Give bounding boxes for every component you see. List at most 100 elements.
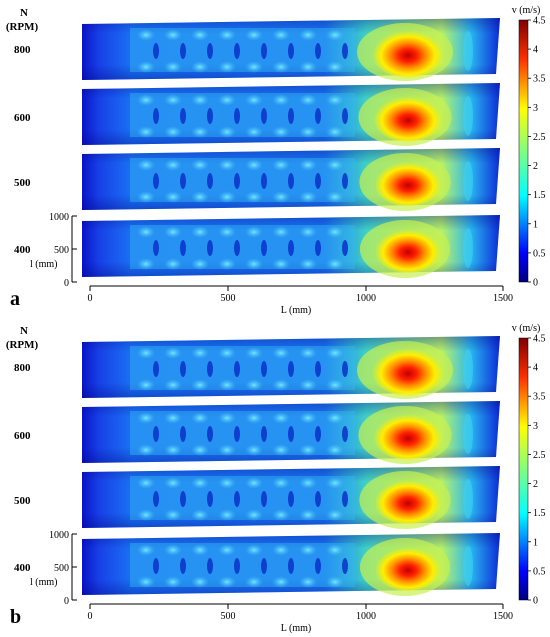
glow-spot xyxy=(218,226,236,238)
glow-spot xyxy=(191,126,209,138)
blade-band xyxy=(130,411,355,455)
glow-spot xyxy=(137,576,155,588)
vortex-core xyxy=(288,426,294,442)
vortex-core xyxy=(153,558,159,574)
y-tick-label: 500 xyxy=(54,563,69,574)
glow-spot xyxy=(326,126,344,138)
rpm-label-500: 500 xyxy=(14,495,31,507)
colorbar-tick-label: 0 xyxy=(533,596,538,607)
glow-spot xyxy=(299,191,317,203)
glow-spot xyxy=(299,444,317,456)
vortex-core xyxy=(261,108,267,124)
x-axis-title: L (mm) xyxy=(281,623,311,634)
glow-spot xyxy=(164,191,182,203)
glow-spot xyxy=(272,544,290,556)
glow-spot xyxy=(164,258,182,270)
colorbar-tick-label: 1 xyxy=(533,537,538,548)
edge-spot xyxy=(463,96,473,136)
vortex-core xyxy=(234,108,240,124)
glow-spot xyxy=(191,159,209,171)
x-axis-title: L (mm) xyxy=(281,305,311,316)
vortex-core xyxy=(207,173,213,189)
x-tick-label: 1000 xyxy=(356,611,376,622)
glow-spot xyxy=(137,126,155,138)
rpm-label-800: 800 xyxy=(14,362,31,374)
glow-spot xyxy=(326,509,344,521)
vortex-core xyxy=(207,426,213,442)
glow-spot xyxy=(272,94,290,106)
blade-band xyxy=(130,158,355,202)
vortex-core xyxy=(234,426,240,442)
colorbar-tick-label: 4.5 xyxy=(533,16,546,27)
hot-zone xyxy=(373,412,443,460)
glow-spot xyxy=(299,509,317,521)
vortex-core xyxy=(234,558,240,574)
rpm-header-n: N xyxy=(20,325,28,337)
y-tick-label: 1000 xyxy=(49,530,69,541)
colorbar-tick-label: 3 xyxy=(533,103,538,114)
vortex-core xyxy=(153,43,159,59)
vortex-core xyxy=(342,43,348,59)
glow-spot xyxy=(326,159,344,171)
rpm-label-600: 600 xyxy=(14,112,31,124)
glow-spot xyxy=(137,544,155,556)
vortex-core xyxy=(234,43,240,59)
vortex-core xyxy=(180,240,186,256)
glow-spot xyxy=(272,444,290,456)
glow-spot xyxy=(299,126,317,138)
glow-spot xyxy=(272,477,290,489)
glow-spot xyxy=(218,544,236,556)
glow-spot xyxy=(164,159,182,171)
glow-spot xyxy=(326,191,344,203)
edge-spot xyxy=(463,31,473,71)
glow-spot xyxy=(191,444,209,456)
glow-spot xyxy=(218,126,236,138)
glow-spot xyxy=(299,258,317,270)
rpm-label-400: 400 xyxy=(14,562,31,574)
vortex-core xyxy=(153,361,159,377)
glow-spot xyxy=(299,576,317,588)
hot-zone xyxy=(374,477,442,525)
glow-spot xyxy=(191,191,209,203)
y-tick-label: 0 xyxy=(64,596,69,607)
rpm-header-unit: (RPM) xyxy=(6,21,39,33)
glow-spot xyxy=(191,29,209,41)
glow-spot xyxy=(245,477,263,489)
blade-band xyxy=(130,543,355,587)
colorbar-tick-label: 3.5 xyxy=(533,74,546,85)
glow-spot xyxy=(299,412,317,424)
glow-spot xyxy=(137,444,155,456)
contour-plate-800 xyxy=(82,336,500,399)
vortex-core xyxy=(342,491,348,507)
vortex-core xyxy=(180,43,186,59)
glow-spot xyxy=(191,477,209,489)
colorbar-title: v (m/s) xyxy=(512,323,541,334)
glow-spot xyxy=(245,159,263,171)
vortex-core xyxy=(288,240,294,256)
glow-spot xyxy=(326,94,344,106)
glow-spot xyxy=(245,347,263,359)
glow-spot xyxy=(272,258,290,270)
rpm-header-unit: (RPM) xyxy=(6,339,39,351)
glow-spot xyxy=(218,29,236,41)
vortex-core xyxy=(261,43,267,59)
vortex-core xyxy=(315,558,321,574)
glow-spot xyxy=(245,379,263,391)
glow-spot xyxy=(245,544,263,556)
vortex-core xyxy=(153,491,159,507)
hot-zone xyxy=(374,545,442,591)
glow-spot xyxy=(326,226,344,238)
edge-spot xyxy=(463,349,473,389)
colorbar-scale xyxy=(518,19,529,283)
vortex-core xyxy=(315,173,321,189)
glow-spot xyxy=(272,347,290,359)
vortex-core xyxy=(180,108,186,124)
glow-spot xyxy=(137,509,155,521)
glow-spot xyxy=(245,126,263,138)
glow-spot xyxy=(191,509,209,521)
vortex-core xyxy=(207,491,213,507)
vortex-core xyxy=(288,173,294,189)
glow-spot xyxy=(218,191,236,203)
blade-band xyxy=(130,476,355,520)
